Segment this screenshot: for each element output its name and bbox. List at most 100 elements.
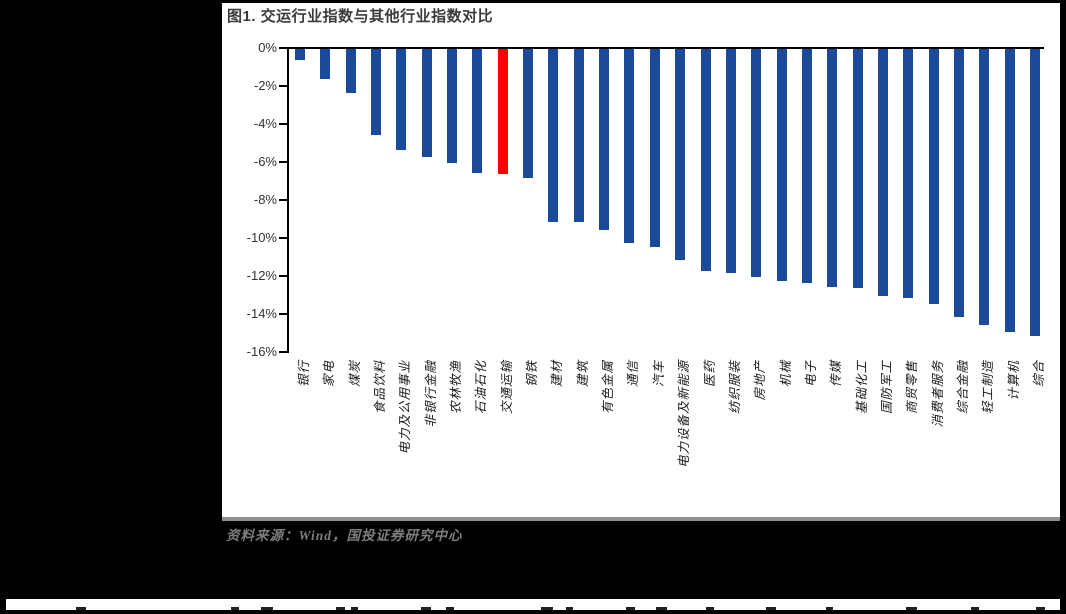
cutoff-text-artifact [351, 607, 358, 610]
xlabel-房地产: 房地产 [753, 360, 768, 401]
xlabel-综合金融: 综合金融 [955, 360, 970, 415]
xlabel-基础化工: 基础化工 [854, 360, 869, 415]
bar-煤炭 [345, 49, 356, 93]
ytick-mark [279, 85, 287, 87]
cutoff-text-artifact [706, 607, 714, 610]
xlabel-家电: 家电 [322, 360, 337, 388]
ytick-label: -14% [246, 306, 277, 321]
xlabel-农林牧渔: 农林牧渔 [449, 360, 464, 415]
bar-非银行金融 [421, 49, 432, 158]
xlabel-有色金属: 有色金属 [601, 360, 616, 415]
xlabel-电力及公用事业: 电力及公用事业 [398, 360, 413, 455]
bar-综合金融 [953, 49, 964, 317]
cutoff-text-artifact [766, 607, 776, 610]
bar-家电 [320, 49, 331, 80]
xlabel-石油石化: 石油石化 [474, 360, 489, 415]
chart-title: 图1. 交运行业指数与其他行业指数对比 [227, 8, 494, 25]
ytick-label: -12% [246, 268, 277, 283]
bar-纺织服装 [725, 49, 736, 274]
ytick-mark [279, 123, 287, 125]
y-axis-line [287, 48, 289, 353]
bar-商贸零售 [903, 49, 914, 298]
xlabel-消费者服务: 消费者服务 [930, 360, 945, 428]
xlabel-商贸零售: 商贸零售 [905, 360, 920, 415]
cutoff-text-artifact [971, 607, 979, 610]
xlabel-纺织服装: 纺织服装 [727, 360, 742, 415]
bar-汽车 [649, 49, 660, 247]
source-note: 资料来源：Wind，国投证券研究中心 [226, 528, 463, 543]
bar-交通运输 [497, 49, 508, 175]
xlabel-建筑: 建筑 [575, 360, 590, 388]
bar-食品饮料 [371, 49, 382, 135]
xlabel-汽车: 汽车 [651, 360, 666, 388]
xlabel-交通运输: 交通运输 [499, 360, 514, 415]
bar-房地产 [751, 49, 762, 277]
cutoff-text-artifact [826, 607, 833, 610]
bar-电力及公用事业 [396, 49, 407, 150]
bar-基础化工 [852, 49, 863, 289]
ytick-mark [279, 237, 287, 239]
zero-baseline [287, 47, 1044, 49]
bar-银行 [295, 49, 305, 61]
bar-综合 [1030, 49, 1040, 336]
xlabel-医药: 医药 [702, 360, 717, 388]
ytick-label: -8% [253, 192, 277, 207]
ytick-mark [279, 47, 287, 49]
xlabel-通信: 通信 [626, 360, 641, 388]
bar-国防军工 [877, 49, 888, 296]
ytick-label: -2% [253, 78, 277, 93]
xlabel-国防军工: 国防军工 [879, 360, 894, 415]
cutoff-text-artifact [261, 607, 273, 610]
xlabel-食品饮料: 食品饮料 [373, 360, 388, 415]
xlabel-非银行金融: 非银行金融 [423, 360, 438, 428]
bar-电子 [801, 49, 812, 283]
cutoff-text-artifact [626, 607, 635, 610]
cutoff-text-artifact [336, 607, 345, 610]
figure-panel: 图1. 交运行业指数与其他行业指数对比 0% -2% -4% -6% -8% -10% -1… [222, 3, 1060, 517]
xlabel-建材: 建材 [550, 360, 565, 388]
ytick-mark [279, 351, 287, 353]
bar-建筑 [573, 49, 584, 222]
cutoff-text-artifact [656, 607, 667, 610]
bar-通信 [624, 49, 635, 243]
bar-机械 [776, 49, 787, 281]
xlabel-银行: 银行 [297, 360, 311, 388]
xlabel-机械: 机械 [778, 360, 793, 388]
bar-消费者服务 [928, 49, 939, 304]
bar-医药 [700, 49, 711, 272]
ytick-mark [279, 275, 287, 277]
bar-有色金属 [599, 49, 610, 230]
cutoff-text-artifact [76, 607, 86, 610]
bar-农林牧渔 [447, 49, 458, 163]
bar-电力设备及新能源 [675, 49, 686, 260]
cutoff-text-artifact [421, 607, 431, 610]
xlabel-煤炭: 煤炭 [347, 360, 362, 388]
cutoff-text-artifact [1036, 607, 1045, 610]
bar-石油石化 [472, 49, 483, 173]
cutoff-text-artifact [566, 607, 573, 610]
ytick-mark [279, 313, 287, 315]
ytick-mark [279, 161, 287, 163]
ytick-mark [279, 199, 287, 201]
bar-轻工制造 [979, 49, 990, 325]
xlabel-轻工制造: 轻工制造 [981, 360, 996, 415]
ytick-label: -10% [246, 230, 277, 245]
cutoff-text-artifact [231, 607, 239, 610]
xlabel-电子: 电子 [803, 360, 818, 388]
next-page-edge-strip [6, 599, 1060, 610]
bar-传媒 [827, 49, 838, 287]
figure-bottom-divider [222, 517, 1060, 521]
bar-建材 [548, 49, 559, 222]
ytick-label: -6% [253, 154, 277, 169]
ytick-label: 0% [258, 40, 277, 55]
bar-计算机 [1004, 49, 1015, 333]
cutoff-text-artifact [446, 607, 454, 610]
ytick-label: -4% [253, 116, 277, 131]
bar-钢铁 [523, 49, 534, 179]
xlabel-综合: 综合 [1032, 360, 1046, 388]
cutoff-text-artifact [906, 607, 917, 610]
xlabel-传媒: 传媒 [829, 360, 844, 388]
xlabel-电力设备及新能源: 电力设备及新能源 [677, 360, 692, 469]
xlabel-计算机: 计算机 [1006, 360, 1021, 401]
